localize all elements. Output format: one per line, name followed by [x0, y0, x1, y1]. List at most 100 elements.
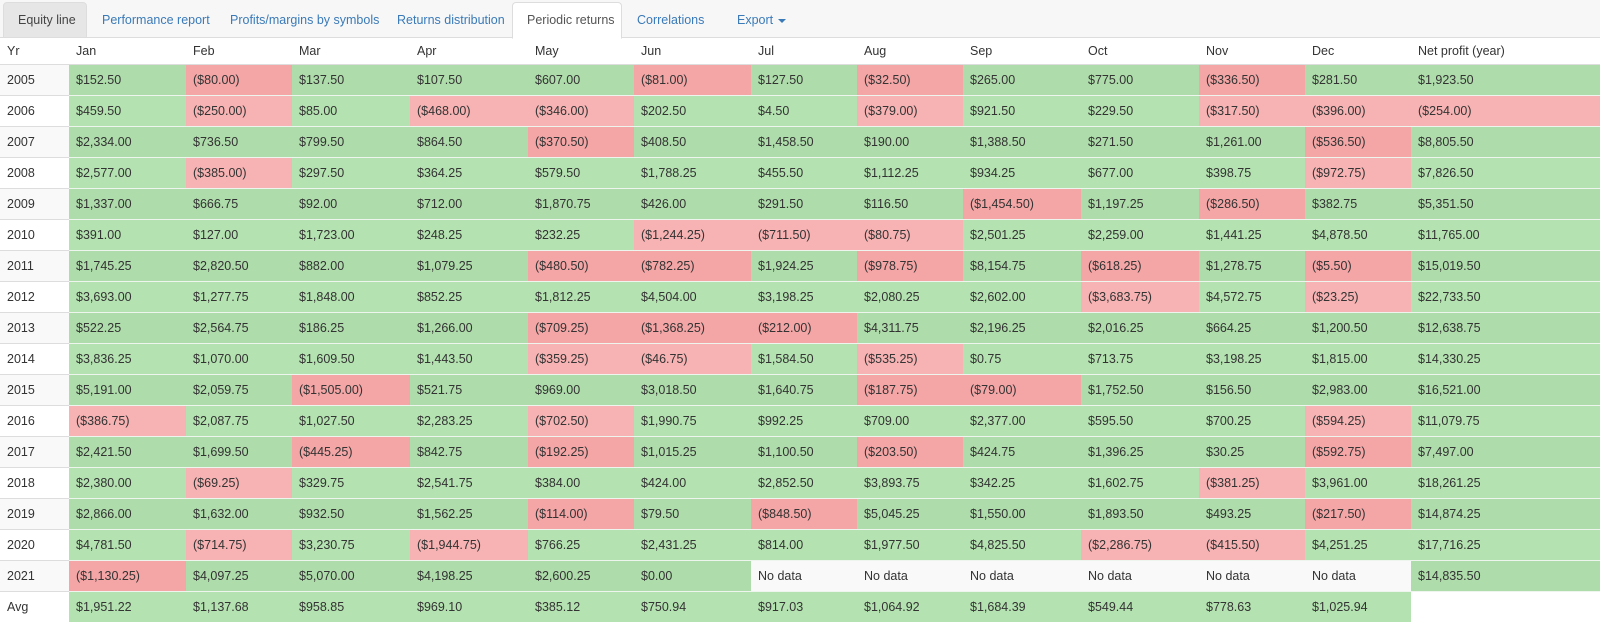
return-cell: $1,100.50 — [751, 436, 857, 468]
return-cell: $3,836.25 — [69, 343, 186, 375]
return-cell: $992.25 — [751, 405, 857, 437]
return-cell: $1,848.00 — [292, 281, 410, 313]
return-cell: $2,016.25 — [1081, 312, 1199, 344]
return-cell: $4,781.50 — [69, 529, 186, 561]
return-cell: $549.44 — [1081, 591, 1199, 622]
tab-profits-margins-by-symbols[interactable]: Profits/margins by symbols — [230, 13, 380, 27]
net-profit-cell — [1411, 591, 1600, 622]
return-cell: $2,334.00 — [69, 126, 186, 158]
return-cell: ($81.00) — [634, 64, 751, 96]
return-cell: $882.00 — [292, 250, 410, 282]
tab-periodic-returns[interactable]: Periodic returns — [512, 2, 622, 39]
year-cell: 2017 — [0, 436, 69, 468]
return-cell: $424.00 — [634, 467, 751, 499]
tab-export[interactable]: Export — [722, 2, 798, 38]
year-cell: 2010 — [0, 219, 69, 251]
return-cell: $1,602.75 — [1081, 467, 1199, 499]
return-cell: $4,825.50 — [963, 529, 1081, 561]
net-profit-cell: $17,716.25 — [1411, 529, 1600, 561]
return-cell: $1,815.00 — [1305, 343, 1411, 375]
return-cell: $1,870.75 — [528, 188, 634, 220]
return-cell: $2,283.25 — [410, 405, 528, 437]
year-cell: 2021 — [0, 560, 69, 592]
column-header: Jul — [751, 38, 857, 65]
return-cell: $137.50 — [292, 64, 410, 96]
net-profit-cell: $15,019.50 — [1411, 250, 1600, 282]
return-cell: $2,602.00 — [963, 281, 1081, 313]
return-cell: $1,200.50 — [1305, 312, 1411, 344]
return-cell: $190.00 — [857, 126, 963, 158]
return-cell: $1,337.00 — [69, 188, 186, 220]
table-row: 2005 $152.50 ($80.00) $137.50 $107.50 $607.00… — [0, 64, 1600, 96]
return-cell: No data — [963, 560, 1081, 592]
return-cell: $4,097.25 — [186, 560, 292, 592]
net-profit-cell: $11,079.75 — [1411, 405, 1600, 437]
return-cell: ($1,368.25) — [634, 312, 751, 344]
return-cell: $1,458.50 — [751, 126, 857, 158]
return-cell: $1,951.22 — [69, 591, 186, 622]
return-cell: $30.25 — [1199, 436, 1305, 468]
year-cell: Avg — [0, 591, 69, 622]
return-cell: ($396.00) — [1305, 95, 1411, 127]
report-tabs: Equity line Performance report Profits/m… — [0, 0, 1600, 39]
return-cell: $864.50 — [410, 126, 528, 158]
year-cell: 2007 — [0, 126, 69, 158]
return-cell: ($3,683.75) — [1081, 281, 1199, 313]
net-profit-cell: $14,874.25 — [1411, 498, 1600, 530]
return-cell: $248.25 — [410, 219, 528, 251]
tab-returns-distribution[interactable]: Returns distribution — [397, 13, 505, 27]
tab-equity-line[interactable]: Equity line — [3, 2, 87, 38]
return-cell: $2,259.00 — [1081, 219, 1199, 251]
return-cell: $666.75 — [186, 188, 292, 220]
return-cell: ($592.75) — [1305, 436, 1411, 468]
return-cell: $2,983.00 — [1305, 374, 1411, 406]
return-cell: $1,584.50 — [751, 343, 857, 375]
return-cell: ($5.50) — [1305, 250, 1411, 282]
return-cell: No data — [751, 560, 857, 592]
return-cell: $493.25 — [1199, 498, 1305, 530]
return-cell: $709.00 — [857, 405, 963, 437]
return-cell: $579.50 — [528, 157, 634, 189]
return-cell: ($217.50) — [1305, 498, 1411, 530]
return-cell: ($79.00) — [963, 374, 1081, 406]
return-cell: ($370.50) — [528, 126, 634, 158]
return-cell: $522.25 — [69, 312, 186, 344]
return-cell: $712.00 — [410, 188, 528, 220]
return-cell: $152.50 — [69, 64, 186, 96]
return-cell: $921.50 — [963, 95, 1081, 127]
return-cell: $2,564.75 — [186, 312, 292, 344]
return-cell: ($379.00) — [857, 95, 963, 127]
return-cell: $969.10 — [410, 591, 528, 622]
return-cell: $85.00 — [292, 95, 410, 127]
return-cell: $424.75 — [963, 436, 1081, 468]
year-cell: 2015 — [0, 374, 69, 406]
return-cell: $1,723.00 — [292, 219, 410, 251]
return-cell: $4.50 — [751, 95, 857, 127]
return-cell: ($336.50) — [1199, 64, 1305, 96]
return-cell: $1,027.50 — [292, 405, 410, 437]
year-cell: 2012 — [0, 281, 69, 313]
return-cell: ($480.50) — [528, 250, 634, 282]
return-cell: $4,572.75 — [1199, 281, 1305, 313]
return-cell: ($415.50) — [1199, 529, 1305, 561]
return-cell: $1,025.94 — [1305, 591, 1411, 622]
return-cell: $408.50 — [634, 126, 751, 158]
table-row: Avg $1,951.22 $1,137.68 $958.85 $969.10 $385.… — [0, 591, 1600, 622]
return-cell: ($69.25) — [186, 467, 292, 499]
return-cell: ($711.50) — [751, 219, 857, 251]
net-profit-cell: $8,805.50 — [1411, 126, 1600, 158]
tab-correlations[interactable]: Correlations — [637, 13, 705, 27]
return-cell: $2,866.00 — [69, 498, 186, 530]
table-row: 2016 ($386.75) $2,087.75 $1,027.50 $2,283.25… — [0, 405, 1600, 437]
return-cell: ($535.25) — [857, 343, 963, 375]
return-cell: $4,504.00 — [634, 281, 751, 313]
return-cell: $607.00 — [528, 64, 634, 96]
return-cell: $1,640.75 — [751, 374, 857, 406]
tab-performance-report[interactable]: Performance report — [102, 13, 210, 27]
return-cell: $775.00 — [1081, 64, 1199, 96]
return-cell: $932.50 — [292, 498, 410, 530]
column-header: Jun — [634, 38, 751, 65]
return-cell: $364.25 — [410, 157, 528, 189]
return-cell: $700.25 — [1199, 405, 1305, 437]
return-cell: ($594.25) — [1305, 405, 1411, 437]
